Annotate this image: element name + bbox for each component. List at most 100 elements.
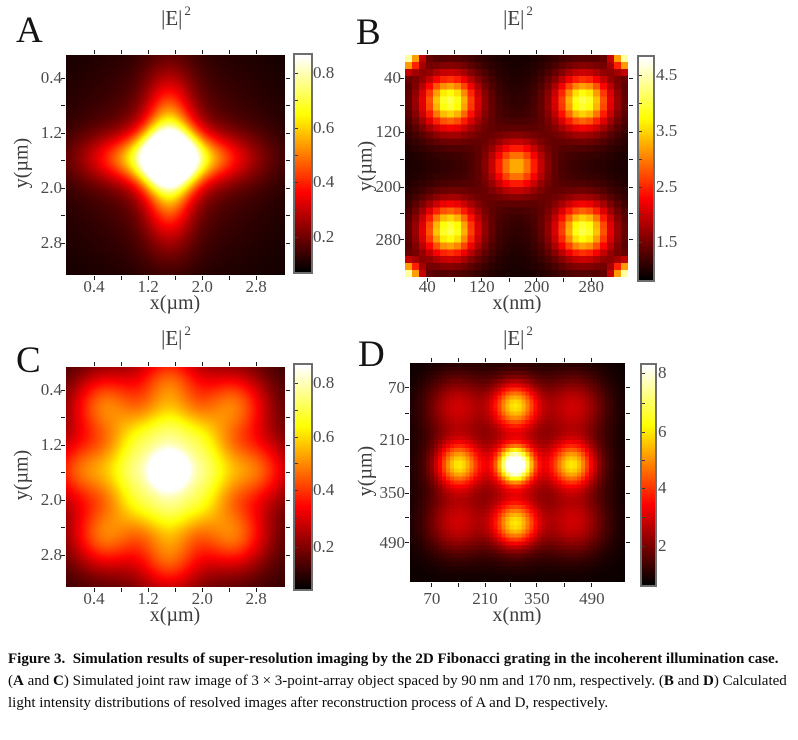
y-tick-mark bbox=[61, 499, 65, 501]
y-tick-mark bbox=[61, 105, 65, 107]
x-tick-mark bbox=[255, 588, 257, 592]
colorbar-tick-label: 0.8 bbox=[313, 62, 335, 82]
y-tick-label: 40 bbox=[384, 68, 401, 88]
x-tick-mark bbox=[536, 50, 538, 54]
title-exponent: 2 bbox=[526, 3, 533, 18]
colorbar-b bbox=[637, 55, 655, 282]
x-tick-mark bbox=[120, 588, 122, 592]
x-tick-mark bbox=[457, 583, 459, 587]
caption-segment: and bbox=[23, 673, 54, 689]
colorbar-tick-mark bbox=[639, 158, 642, 160]
y-tick-mark bbox=[286, 187, 290, 189]
colorbar-tick-mark bbox=[295, 209, 298, 211]
x-tick-label: 40 bbox=[418, 277, 436, 296]
y-tick-mark bbox=[286, 160, 290, 162]
x-tick-label: 0.4 bbox=[83, 589, 105, 608]
title-base: |E| bbox=[161, 326, 183, 350]
y-tick-mark bbox=[61, 554, 65, 556]
colorbar-tick-label: 2.5 bbox=[656, 176, 678, 196]
y-tick-label: 280 bbox=[375, 229, 402, 249]
y-tick-mark bbox=[61, 527, 65, 529]
x-tick-mark bbox=[201, 50, 203, 54]
y-tick-label: 1.2 bbox=[40, 123, 62, 143]
y-tick-label: 2.8 bbox=[40, 233, 62, 253]
colorbar-tick-mark bbox=[639, 102, 642, 104]
x-tick-label: 2.8 bbox=[245, 277, 267, 296]
colorbar-tick-mark bbox=[295, 436, 298, 438]
heatmap-d bbox=[410, 363, 625, 582]
caption-segment: ( bbox=[8, 673, 13, 689]
x-tick-mark bbox=[508, 50, 510, 54]
colorbar-tick-label: 0.6 bbox=[313, 117, 335, 137]
y-tick-mark bbox=[405, 413, 409, 415]
y-tick-mark bbox=[61, 417, 65, 419]
y-tick-mark bbox=[286, 215, 290, 217]
colorbar-tick-mark bbox=[642, 460, 645, 462]
x-tick-label: 0.4 bbox=[83, 277, 105, 296]
x-tick-mark bbox=[510, 358, 512, 362]
y-tick-label: 2.0 bbox=[40, 490, 62, 510]
panel-letter-c: C bbox=[16, 340, 41, 381]
colorbar-tick-mark bbox=[642, 488, 645, 490]
y-tick-mark bbox=[286, 77, 290, 79]
figure-caption: Figure 3. Simulation results of super-re… bbox=[8, 648, 792, 714]
colorbar-tick-mark bbox=[295, 518, 298, 520]
x-tick-label: 1.2 bbox=[137, 589, 159, 608]
y-tick-mark bbox=[626, 492, 630, 494]
colorbar-tick-mark bbox=[295, 100, 298, 102]
y-tick-mark bbox=[626, 465, 630, 467]
colorbar-tick-mark bbox=[642, 517, 645, 518]
heatmap-c bbox=[66, 367, 285, 587]
colorbar-tick-mark bbox=[295, 237, 298, 239]
y-tick-mark bbox=[61, 77, 65, 79]
y-tick-mark bbox=[405, 465, 409, 467]
y-tick-mark bbox=[286, 242, 290, 244]
colorbar-tick-mark bbox=[295, 409, 298, 411]
y-tick-mark bbox=[286, 389, 290, 391]
title-exponent: 2 bbox=[184, 323, 191, 338]
y-tick-mark bbox=[629, 186, 633, 188]
x-tick-mark bbox=[120, 276, 122, 280]
y-tick-label: 1.2 bbox=[40, 435, 62, 455]
x-tick-mark bbox=[201, 588, 203, 592]
y-tick-mark bbox=[286, 444, 290, 446]
heatmap-b bbox=[405, 55, 628, 277]
colorbar-tick-label: 3.5 bbox=[656, 120, 678, 140]
x-tick-mark bbox=[147, 588, 149, 592]
y-tick-mark bbox=[400, 159, 404, 161]
x-tick-mark bbox=[481, 50, 483, 54]
colorbar-tick-label: 1.5 bbox=[656, 232, 678, 252]
y-tick-mark bbox=[626, 387, 630, 389]
y-tick-mark bbox=[629, 159, 633, 161]
colorbar-tick-label: 2 bbox=[658, 535, 667, 555]
caption-segment: and bbox=[673, 673, 704, 689]
y-tick-mark bbox=[629, 239, 633, 241]
colorbar-tick-mark bbox=[639, 214, 642, 216]
caption-segment: D bbox=[703, 673, 714, 689]
x-tick-mark bbox=[93, 588, 95, 592]
y-tick-label: 0.4 bbox=[40, 68, 62, 88]
panel-letter-a: A bbox=[16, 10, 43, 51]
y-tick-mark bbox=[626, 517, 630, 519]
x-tick-mark bbox=[536, 583, 538, 587]
y-tick-mark bbox=[405, 542, 409, 544]
y-tick-mark bbox=[626, 542, 630, 544]
colorbar-tick-label: 0.4 bbox=[313, 480, 335, 499]
heatmap-a bbox=[66, 55, 285, 275]
y-tick-label: 490 bbox=[379, 532, 406, 552]
x-axis-label: x(nm) bbox=[492, 604, 542, 626]
x-tick-mark bbox=[426, 50, 428, 54]
colorbar-tick-label: 0.6 bbox=[313, 426, 335, 446]
x-tick-mark bbox=[563, 358, 565, 362]
y-tick-label: 2.0 bbox=[40, 178, 62, 198]
y-tick-mark bbox=[61, 242, 65, 244]
x-tick-label: 490 bbox=[579, 589, 605, 608]
x-tick-label: 70 bbox=[423, 589, 441, 608]
title-base: |E| bbox=[503, 326, 525, 350]
colorbar-a bbox=[293, 53, 313, 274]
y-tick-mark bbox=[405, 387, 409, 389]
x-tick-mark bbox=[147, 50, 149, 54]
y-tick-mark bbox=[286, 554, 290, 556]
